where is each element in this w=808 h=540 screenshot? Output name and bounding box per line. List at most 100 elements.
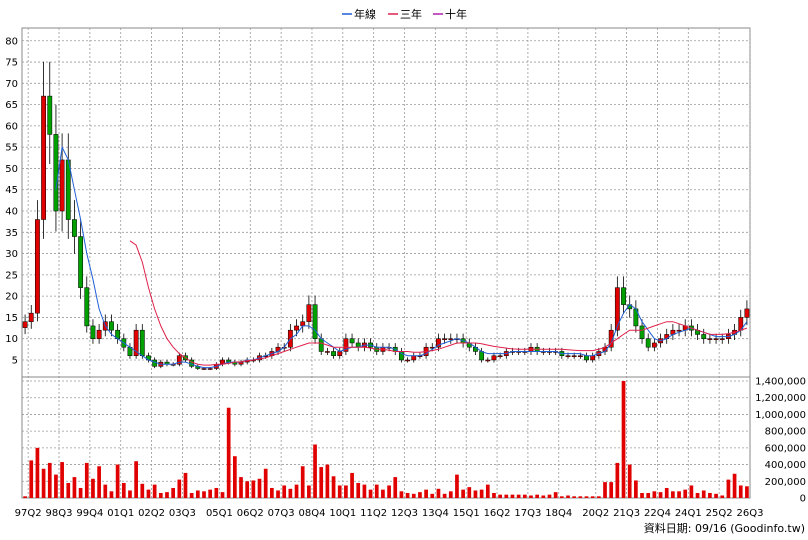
x-tick-label: 06Q2: [237, 508, 264, 519]
volume-bar: [257, 478, 262, 498]
volume-bar: [331, 476, 336, 498]
volume-bar: [202, 491, 206, 498]
volume-bar: [245, 481, 250, 498]
price-tick-label: 55: [5, 143, 18, 154]
legend-label-year: 年線: [354, 7, 376, 21]
candles: [22, 61, 750, 371]
volume-bar: [23, 496, 27, 498]
candle-body: [639, 325, 645, 339]
volume-bar: [47, 462, 52, 498]
volume-bar: [29, 460, 34, 498]
volume-bar: [350, 472, 354, 498]
volume-bar: [319, 467, 324, 498]
candle-body: [491, 355, 497, 361]
x-tick-label: 12Q3: [391, 508, 418, 519]
volume-bar: [658, 492, 663, 498]
volume-bar: [134, 461, 138, 498]
volume-bar: [689, 485, 694, 498]
volume-tick-label: 1,200,000: [755, 393, 806, 404]
candle-body: [90, 325, 96, 339]
candle-body: [713, 338, 719, 340]
volume-bar: [152, 484, 157, 498]
volume-bar: [374, 484, 379, 498]
volume-bar: [479, 489, 484, 498]
volume-bar: [683, 489, 688, 498]
volume-bar: [596, 496, 601, 498]
volume-bar: [337, 485, 342, 498]
volume-bar: [714, 493, 718, 498]
volume-bar: [529, 495, 533, 498]
volume-bar: [708, 492, 712, 498]
price-tick-label: 5: [12, 355, 18, 366]
x-tick-label: 11Q2: [360, 508, 387, 519]
x-tick-label: 26Q3: [737, 508, 764, 519]
volume-y-axis: 0 200,000 400,000 600,000 800,000 1,000,000 1,…: [755, 377, 806, 505]
volume-bar: [381, 489, 385, 498]
candle-body: [349, 338, 355, 344]
volume-bar: [146, 489, 151, 498]
x-tick-label: 15Q1: [453, 508, 480, 519]
volume-bar: [745, 486, 749, 498]
volume-tick-label: 0: [800, 494, 806, 505]
candle-body: [96, 329, 102, 339]
candle-body: [28, 312, 34, 322]
candle-body: [343, 338, 349, 352]
volume-bar: [226, 407, 231, 498]
volume-bar: [344, 485, 348, 498]
volume-bar: [239, 477, 243, 498]
volume-bar: [214, 487, 219, 498]
volume-bar: [492, 492, 496, 498]
candle-body: [337, 351, 343, 356]
volume-bar: [726, 479, 731, 498]
candle-body: [719, 338, 725, 340]
ma-line-ma_year: [55, 145, 748, 369]
volume-pane-frame: [21, 376, 751, 499]
x-tick-label: 16Q2: [484, 508, 511, 519]
candle-body: [139, 329, 145, 356]
x-tick-label: 24Q1: [675, 508, 702, 519]
volume-bar: [671, 491, 675, 498]
volume-bar: [165, 492, 169, 498]
volume-bar: [572, 496, 577, 498]
volume-bar: [732, 473, 737, 498]
volume-bar: [541, 495, 546, 498]
candle-body: [584, 355, 589, 361]
candle-body: [201, 368, 207, 370]
volume-bar: [455, 474, 459, 498]
volume-bar: [128, 490, 132, 498]
volume-bar: [270, 487, 274, 498]
candle-body: [405, 359, 411, 362]
volume-bar: [590, 496, 595, 498]
x-tick-label: 03Q3: [169, 508, 196, 519]
x-tick-label: 05Q1: [206, 508, 233, 519]
candle-body: [744, 308, 750, 318]
volume-bar: [510, 494, 515, 498]
price-y-axis: 5 10 15 20 25 30 35 40 45 50 55 60 65 70 75 80: [5, 36, 18, 366]
volume-bar: [405, 492, 410, 498]
volume-bar: [522, 494, 527, 498]
price-pane-frame: [21, 27, 751, 378]
volume-bar: [652, 491, 657, 498]
candle-body: [41, 95, 47, 220]
candle-body: [651, 342, 657, 348]
price-tick-label: 70: [5, 79, 18, 90]
volume-tick-label: 1,000,000: [755, 410, 806, 421]
x-tick-label: 22Q4: [644, 508, 671, 519]
volume-bars: [23, 381, 749, 498]
volume-bar: [547, 494, 552, 498]
volume-bar: [418, 492, 422, 498]
price-tick-label: 80: [5, 36, 18, 47]
volume-bar: [559, 496, 564, 498]
x-tick-label: 21Q3: [613, 508, 640, 519]
volume-bar: [701, 490, 706, 498]
volume-bar: [288, 488, 293, 498]
x-tick-label: 13Q4: [422, 508, 449, 519]
candle-body: [614, 287, 620, 331]
volume-bar: [584, 496, 589, 498]
candle-body: [306, 304, 312, 322]
candle-body: [442, 338, 448, 340]
volume-bar: [97, 466, 101, 498]
candle-body: [565, 355, 571, 357]
volume-tick-label: 800,000: [765, 427, 806, 438]
